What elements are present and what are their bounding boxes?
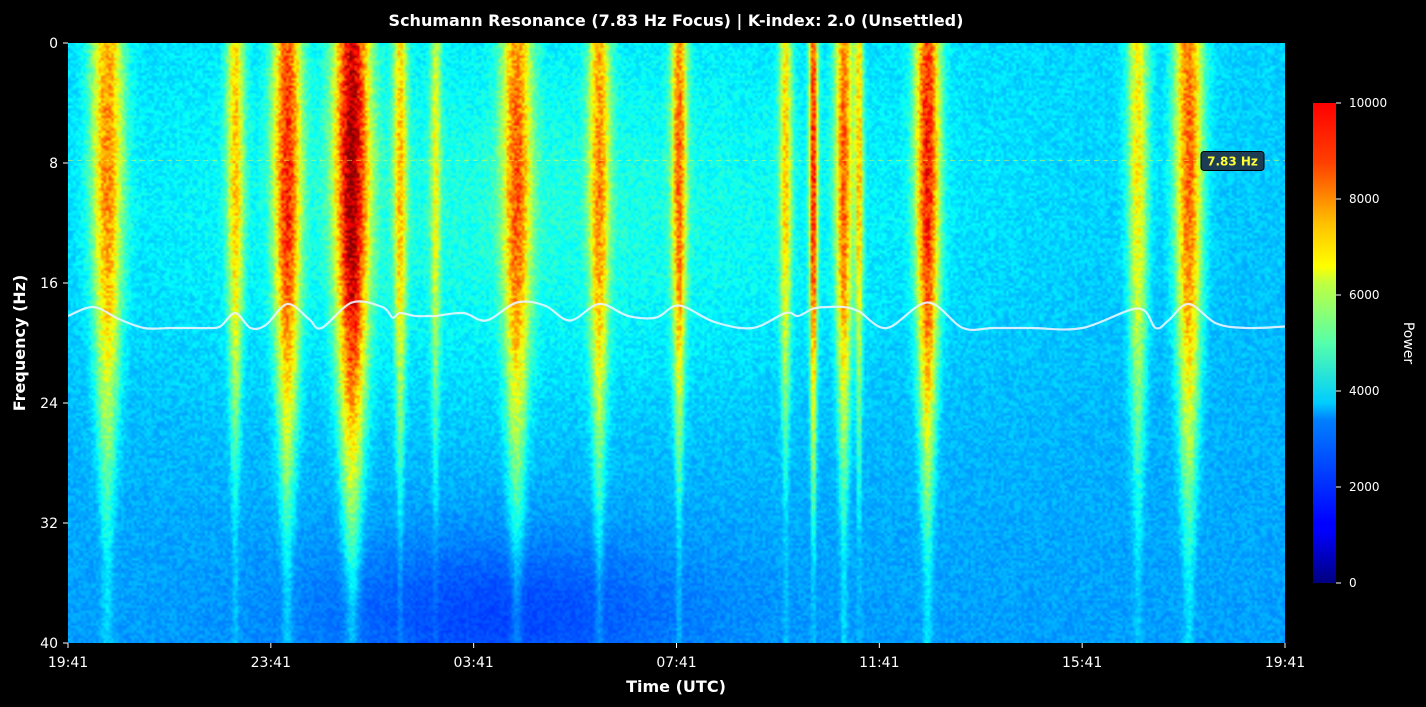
colorbar-gradient: [1313, 103, 1336, 583]
y-tick-label: 8: [49, 156, 58, 172]
chart-title: Schumann Resonance (7.83 Hz Focus) | K-i…: [389, 11, 964, 31]
y-tick-label: 16: [40, 276, 58, 292]
y-tick-label: 24: [40, 396, 58, 412]
colorbar-ticks: 0 2000 4000 6000 8000 10000: [1336, 96, 1387, 590]
x-tick-label: 15:41: [1062, 655, 1102, 671]
colorbar-tick-label: 2000: [1349, 480, 1380, 494]
colorbar: 0 2000 4000 6000 8000 10000 Power: [1313, 96, 1416, 590]
colorbar-tick-label: 8000: [1349, 192, 1380, 206]
overlay-line: [68, 300, 1285, 331]
reference-line-group: 7.83 Hz: [68, 150, 1285, 171]
x-tick-label: 03:41: [453, 655, 493, 671]
y-tick-label: 32: [40, 516, 58, 532]
x-tick-label: 11:41: [859, 655, 899, 671]
x-axis-ticks: 19:41 23:41 03:41 07:41 11:41 15:41 19:41: [48, 643, 1305, 671]
x-axis-label: Time (UTC): [626, 677, 726, 696]
reference-label: 7.83 Hz: [1207, 154, 1258, 168]
x-tick-label: 07:41: [656, 655, 696, 671]
y-axis-ticks: 0 8 16 24 32 40: [40, 36, 68, 652]
colorbar-tick-label: 10000: [1349, 96, 1387, 110]
y-tick-label: 40: [40, 636, 58, 652]
reference-label-box: [1200, 150, 1265, 171]
colorbar-label: Power: [1400, 322, 1416, 365]
x-tick-label: 19:41: [1265, 655, 1305, 671]
colorbar-tick-label: 0: [1349, 576, 1357, 590]
colorbar-tick-label: 4000: [1349, 384, 1380, 398]
y-tick-label: 0: [49, 36, 58, 52]
spectrogram-heatmap: [68, 43, 1285, 643]
colorbar-tick-label: 6000: [1349, 288, 1380, 302]
x-tick-label: 19:41: [48, 655, 88, 671]
y-axis-label: Frequency (Hz): [10, 275, 29, 412]
x-tick-label: 23:41: [251, 655, 291, 671]
plot-area: 7.83 Hz: [68, 43, 1285, 643]
